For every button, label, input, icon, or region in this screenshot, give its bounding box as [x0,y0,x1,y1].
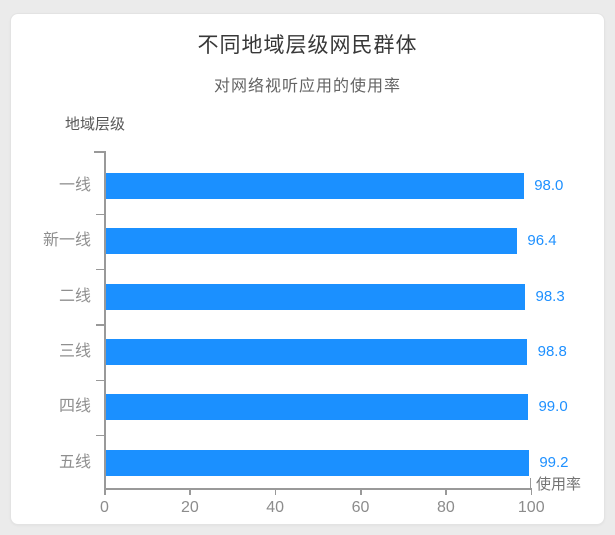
bar-value-label: 98.3 [535,287,565,305]
category-label: 一线 [58,177,91,194]
x-axis-tick [445,488,447,495]
bar-value-label: 98.8 [537,342,567,360]
y-axis-tick [96,268,104,271]
chart-card: 不同地域层级网民群体 对网络视听应用的使用率 地域层级 一线 98.0 新一线 96.… [10,13,605,525]
chart-subtitle: 对网络视听应用的使用率 [213,78,401,95]
x-axis-tick [104,488,106,495]
bar [105,173,524,199]
bar-value-label: 99.2 [539,453,569,471]
category-label: 四线 [58,398,91,416]
category-label: 五线 [58,453,91,471]
chart-title: 不同地域层级网民群体 [197,34,418,57]
x-axis-tick [530,488,533,495]
x-tick-label: 80 [436,499,455,516]
bar [105,449,529,476]
x-axis-tick [274,488,277,495]
category-label: 新一线 [42,232,91,250]
x-axis-tick [189,488,191,495]
bar [105,228,517,255]
x-axis-right-cap [529,477,531,490]
bar-value-label: 99.0 [538,398,568,416]
category-label: 二线 [58,287,91,305]
x-axis-title: 使用率 [536,476,582,493]
y-axis-line [104,151,106,490]
x-tick-label: 60 [351,499,370,516]
category-label: 三线 [58,342,91,360]
bar [105,338,528,365]
x-tick-label: 40 [266,499,285,516]
x-tick-label: 0 [100,499,109,516]
y-axis-title: 地域层级 [65,116,126,133]
bar-value-label: 96.4 [527,232,557,250]
y-axis-tick [96,434,104,437]
bar [105,394,528,421]
x-tick-label: 20 [180,499,199,516]
y-axis-tick [96,213,104,216]
x-axis-tick [360,488,362,495]
bar [105,283,525,310]
x-axis-line [104,488,531,490]
y-axis-top-cap [93,151,104,153]
x-tick-label: 100 [517,499,545,516]
bar-value-label: 98.0 [534,177,564,194]
y-axis-tick [96,379,104,382]
y-axis-tick [96,324,104,326]
